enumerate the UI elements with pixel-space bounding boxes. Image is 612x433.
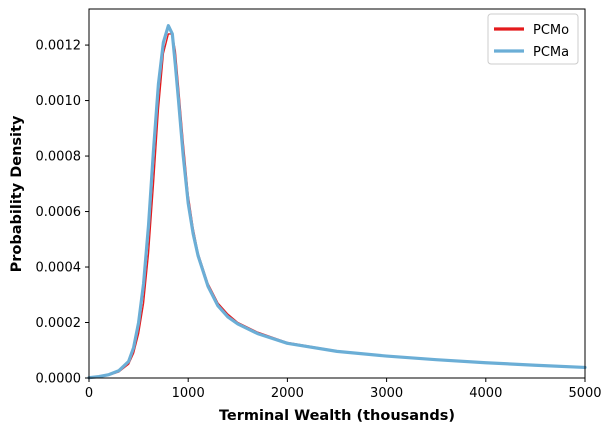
series-line-pcmo [88, 33, 586, 379]
x-tick-label: 3000 [370, 386, 403, 401]
legend: PCMo PCMa [487, 13, 579, 65]
x-tick-label: 5000 [568, 386, 601, 401]
axis-ticks: 0 1000 2000 3000 4000 5000 0.0000 0.0002 0.0004 0… [36, 39, 602, 401]
y-tick-label: 0.0010 [36, 94, 82, 109]
x-tick-label: 4000 [469, 386, 502, 401]
x-tick-label: 2000 [271, 386, 304, 401]
y-tick-label: 0.0006 [36, 205, 82, 220]
y-tick-label: 0.0002 [36, 316, 82, 331]
plot-lines [87, 24, 587, 380]
legend-label-pcmo: PCMo [533, 23, 569, 38]
y-tick-label: 0.0012 [36, 39, 82, 54]
plot-frame [88, 8, 586, 379]
x-tick-label: 0 [85, 386, 93, 401]
y-axis-label: Probability Density [9, 115, 25, 272]
legend-label-pcma: PCMa [533, 45, 569, 60]
x-axis-label: Terminal Wealth (thousands) [219, 408, 455, 424]
y-tick-label: 0.0004 [36, 261, 82, 276]
x-tick-label: 1000 [172, 386, 205, 401]
series-line-pcma [87, 24, 587, 380]
y-tick-label: 0.0000 [36, 372, 82, 387]
y-tick-label: 0.0008 [36, 150, 82, 165]
